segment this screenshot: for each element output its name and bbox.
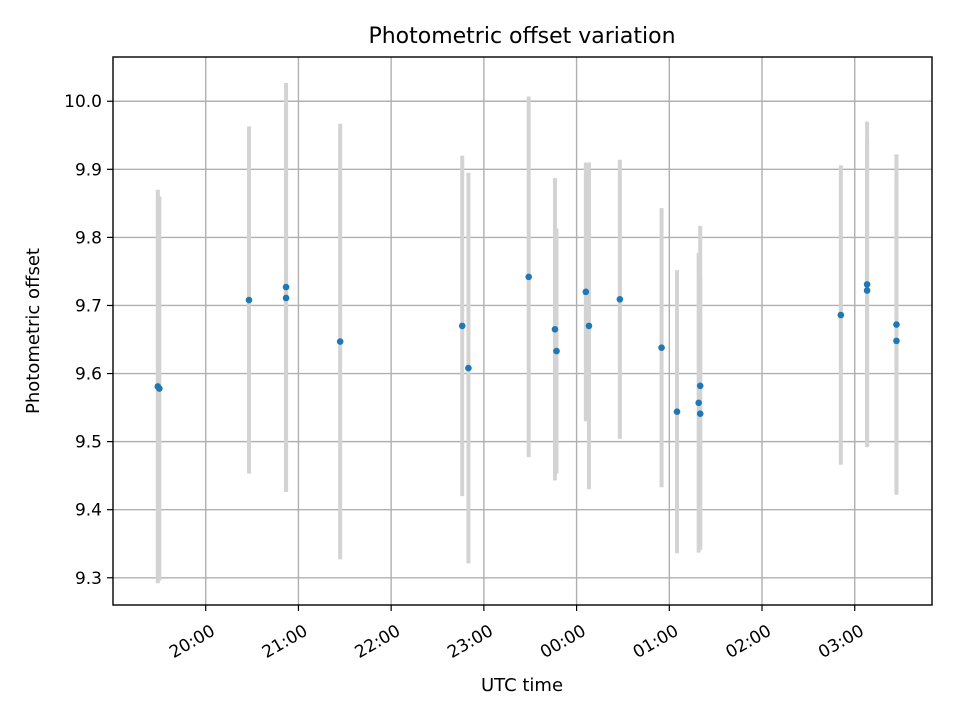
data-point [837, 311, 845, 319]
y-tick-label: 9.7 [75, 296, 102, 316]
data-point [658, 344, 665, 351]
x-tick-label: 03:00 [815, 621, 867, 663]
data-point [458, 322, 466, 330]
data-point [525, 273, 532, 281]
y-tick-label: 9.5 [75, 433, 102, 453]
grid [113, 57, 932, 605]
x-tick-label: 22:00 [352, 621, 404, 663]
chart-title: Photometric offset variation [368, 24, 675, 49]
data-point [673, 408, 681, 415]
data-point [585, 322, 593, 330]
data-point [582, 288, 590, 296]
data-point [863, 287, 871, 294]
data-point [465, 364, 472, 372]
y-axis-label: Photometric offset [23, 248, 44, 414]
y-tick-label: 9.9 [75, 160, 102, 180]
data-point [282, 294, 290, 302]
y-axis-ticks: 9.3 9.4 9.5 9.6 9.7 9.8 9.9 10.0 [64, 92, 113, 589]
x-tick-label: 01:00 [630, 621, 682, 663]
x-tick-label: 23:00 [444, 621, 496, 663]
x-tick-label: 21:00 [259, 621, 311, 663]
x-axis-label: UTC time [481, 675, 563, 696]
data-point [863, 281, 871, 288]
data-point [893, 321, 900, 328]
data-point [156, 385, 163, 392]
x-tick-label: 02:00 [722, 621, 774, 663]
data-point [696, 410, 704, 418]
x-axis-ticks: 20:00 21:00 22:00 23:00 00:00 01:00 02:00 03:00 [166, 605, 868, 663]
data-point [553, 347, 560, 355]
data-point [696, 382, 704, 390]
data-point [245, 296, 253, 304]
error-bars [155, 82, 899, 584]
data-point [551, 325, 559, 333]
data-point [336, 338, 344, 345]
data-point [616, 296, 624, 303]
y-tick-label: 9.4 [75, 501, 102, 521]
x-tick-label: 20:00 [166, 621, 218, 663]
data-point [893, 337, 900, 345]
data-points [154, 273, 900, 418]
data-point [282, 283, 290, 291]
y-tick-label: 9.3 [75, 569, 102, 589]
plot-frame [112, 56, 933, 606]
y-tick-label: 10.0 [64, 92, 102, 112]
y-tick-label: 9.8 [75, 228, 102, 248]
data-point [695, 399, 702, 407]
y-tick-label: 9.6 [75, 365, 102, 385]
x-tick-label: 00:00 [537, 621, 589, 663]
